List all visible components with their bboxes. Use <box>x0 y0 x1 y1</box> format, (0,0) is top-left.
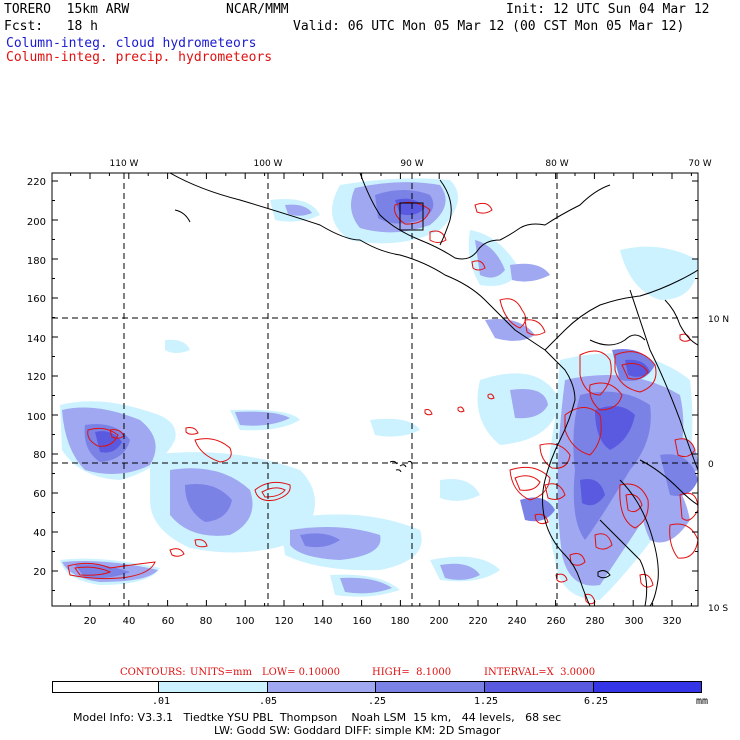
contours-label: CONTOURS: <box>120 667 186 678</box>
x-tick-label: 100 <box>235 616 254 627</box>
interval-label: INTERVAL=X 3.0000 <box>484 667 596 678</box>
low-label: LOW= 0.10000 <box>262 667 341 678</box>
y-tick-label: 200 <box>27 217 46 228</box>
model-info-line2: LW: Godd SW: Goddard DIFF: simple KM: 2D… <box>214 724 501 737</box>
y-tick-label: 40 <box>33 528 46 539</box>
colorbar-unit: mm <box>696 696 709 707</box>
legend-cloud-label: Column-integ. cloud hydrometeors <box>6 36 257 51</box>
x-tick-label: 20 <box>84 616 97 627</box>
colorbar-label: .25 <box>368 696 387 707</box>
colorbar-swatch-1 <box>52 681 159 693</box>
y-tick-label: 220 <box>27 177 46 188</box>
coastlines <box>169 173 698 606</box>
colorbar-label: 6.25 <box>584 696 609 707</box>
tick-labels: 220 200 180 160 140 120 100 80 60 40 20 … <box>27 159 729 627</box>
y-tick-label: 80 <box>33 450 46 461</box>
forecast-hour: Fcst: 18 h <box>4 19 98 34</box>
init-time: Init: 12 UTC Sun 04 Mar 12 <box>506 2 710 17</box>
field-layer <box>60 173 698 606</box>
x-tick-label: 320 <box>662 616 681 627</box>
x-tick-label: 220 <box>468 616 487 627</box>
x-tick-label: 200 <box>429 616 448 627</box>
lon-label: 70 W <box>688 159 711 169</box>
lon-label: 90 W <box>400 159 423 169</box>
graticule <box>52 173 698 606</box>
y-tick-label: 100 <box>27 412 46 423</box>
x-tick-label: 140 <box>313 616 332 627</box>
y-tick-label: 60 <box>33 489 46 500</box>
x-tick-label: 120 <box>274 616 293 627</box>
lon-label: 80 W <box>545 159 568 169</box>
x-tick-label: 300 <box>624 616 643 627</box>
colorbar-swatch-3 <box>268 681 376 693</box>
x-tick-label: 280 <box>585 616 604 627</box>
x-tick-label: 60 <box>162 616 175 627</box>
x-tick-label: 260 <box>546 616 565 627</box>
high-label: HIGH= 8.1000 <box>372 667 452 678</box>
organization-label: NCAR/MMM <box>226 2 289 17</box>
legend-precip-label: Column-integ. precip. hydrometeors <box>6 50 273 65</box>
colorbar-label: .05 <box>259 696 278 707</box>
colorbar-swatch-6 <box>594 681 702 693</box>
tick-marks <box>52 173 698 606</box>
plot-frame <box>51 172 699 607</box>
lat-label: 10 S <box>708 604 728 614</box>
colorbar-swatch-5 <box>485 681 594 693</box>
units-label: UNITS=mm <box>190 667 252 678</box>
heavy-cloud-field <box>95 198 650 506</box>
y-tick-label: 120 <box>27 372 46 383</box>
colorbar-label: .01 <box>152 696 171 707</box>
colorbar-swatch-2 <box>159 681 268 693</box>
colorbar-swatch-4 <box>376 681 485 693</box>
y-tick-label: 180 <box>27 256 46 267</box>
colorbar-label: 1.25 <box>474 696 499 707</box>
x-tick-label: 180 <box>390 616 409 627</box>
lon-label: 100 W <box>254 159 283 169</box>
y-tick-label: 140 <box>27 334 46 345</box>
x-tick-label: 160 <box>352 616 371 627</box>
y-tick-label: 160 <box>27 294 46 305</box>
lon-label: 110 W <box>110 159 139 169</box>
valid-time: Valid: 06 UTC Mon 05 Mar 12 (00 CST Mon … <box>293 19 685 34</box>
lat-label: 0 <box>708 460 714 470</box>
model-title: TORERO 15km ARW <box>4 2 130 17</box>
x-tick-label: 240 <box>507 616 526 627</box>
model-info-line1: Model Info: V3.3.1 Tiedtke YSU PBL Thomp… <box>73 711 562 724</box>
x-tick-label: 80 <box>200 616 213 627</box>
lat-label: 10 N <box>708 315 729 325</box>
y-tick-label: 20 <box>33 567 46 578</box>
x-tick-label: 40 <box>123 616 136 627</box>
